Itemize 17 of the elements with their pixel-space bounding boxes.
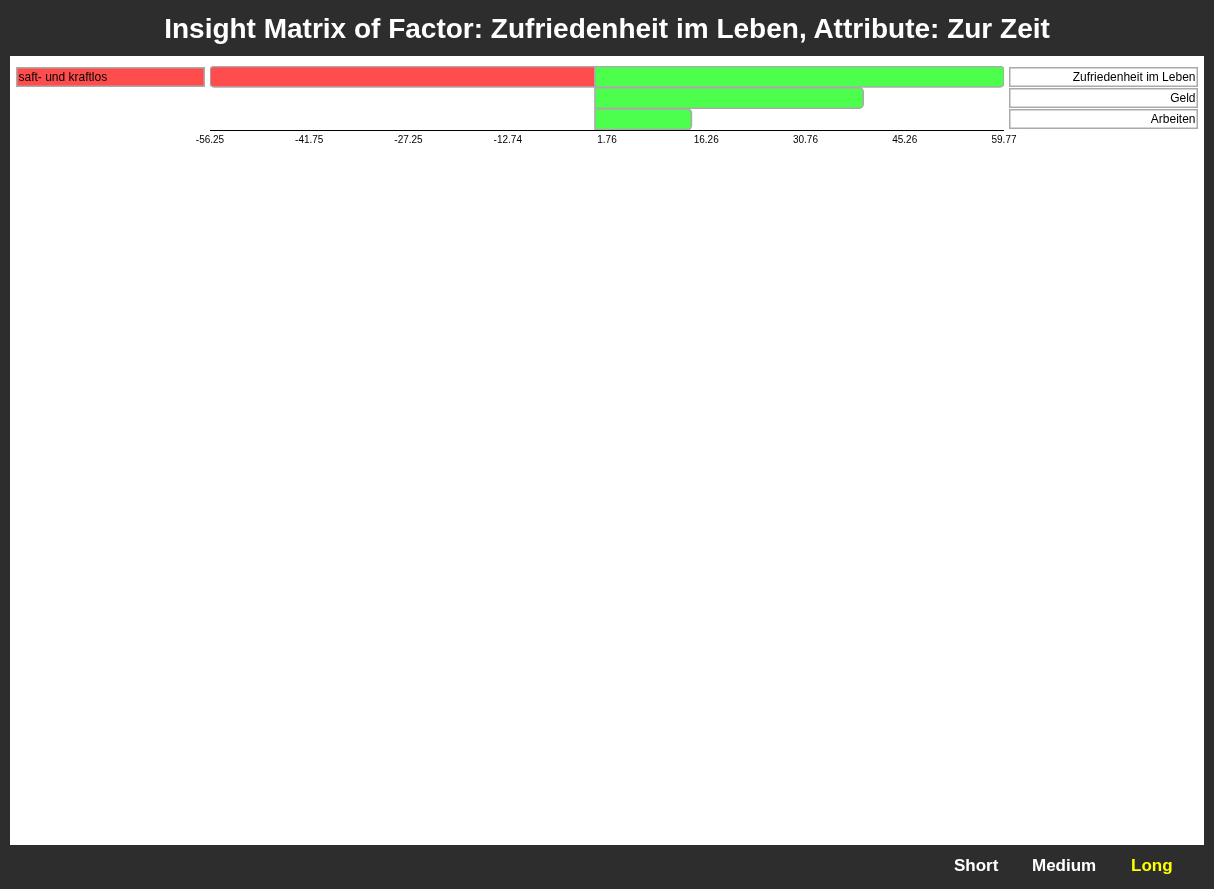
text: saft- und kraftlos xyxy=(18,70,108,84)
x-tick-label: 59.77 xyxy=(991,134,1017,145)
y-tick-label: Arbeiten xyxy=(1150,112,1196,126)
x-tick-label: -41.75 xyxy=(295,134,324,145)
x-tick-label: 1.76 xyxy=(597,134,618,145)
x-tick-label: 45.26 xyxy=(892,134,918,145)
x-tick-label: 16.26 xyxy=(693,134,720,145)
text: Medium xyxy=(1032,856,1097,875)
x-tick-label: -27.25 xyxy=(394,134,424,145)
y-tick-label: Geld xyxy=(1170,91,1196,105)
chart-title: Insight Matrix of Factor: Zufriedenheit im Leben, Attribute: Zur Zeit xyxy=(164,12,1050,44)
x-tick-label: -56.25 xyxy=(195,134,225,145)
text: Short xyxy=(954,856,999,875)
x-tick-label: 30.76 xyxy=(792,134,819,145)
y-tick-label: Zufriedenheit im Leben xyxy=(1072,70,1196,84)
text: Long xyxy=(1131,856,1173,875)
x-tick-label: -12.74 xyxy=(493,134,523,145)
